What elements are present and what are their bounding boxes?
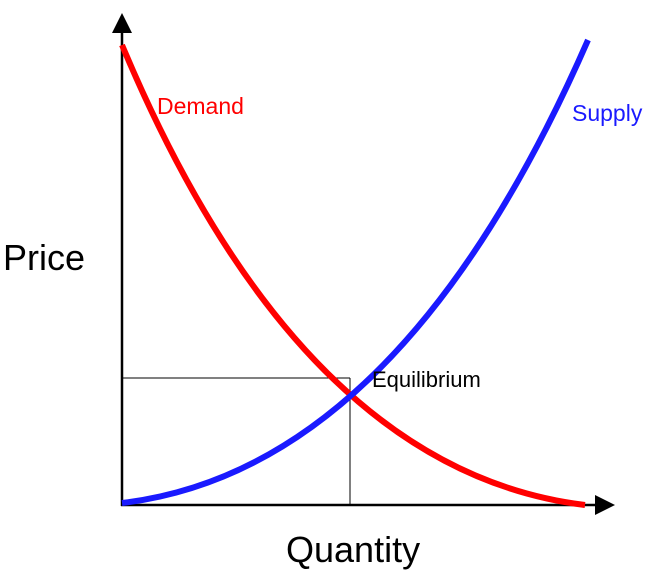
x-axis-label: Quantity [286, 529, 421, 570]
equilibrium-label: Equilibrium [372, 367, 481, 392]
y-axis-label: Price [3, 237, 86, 278]
demand-curve [119, 43, 586, 508]
supply-label: Supply [572, 100, 643, 126]
demand-label: Demand [157, 93, 244, 119]
supply-curve [121, 38, 591, 506]
